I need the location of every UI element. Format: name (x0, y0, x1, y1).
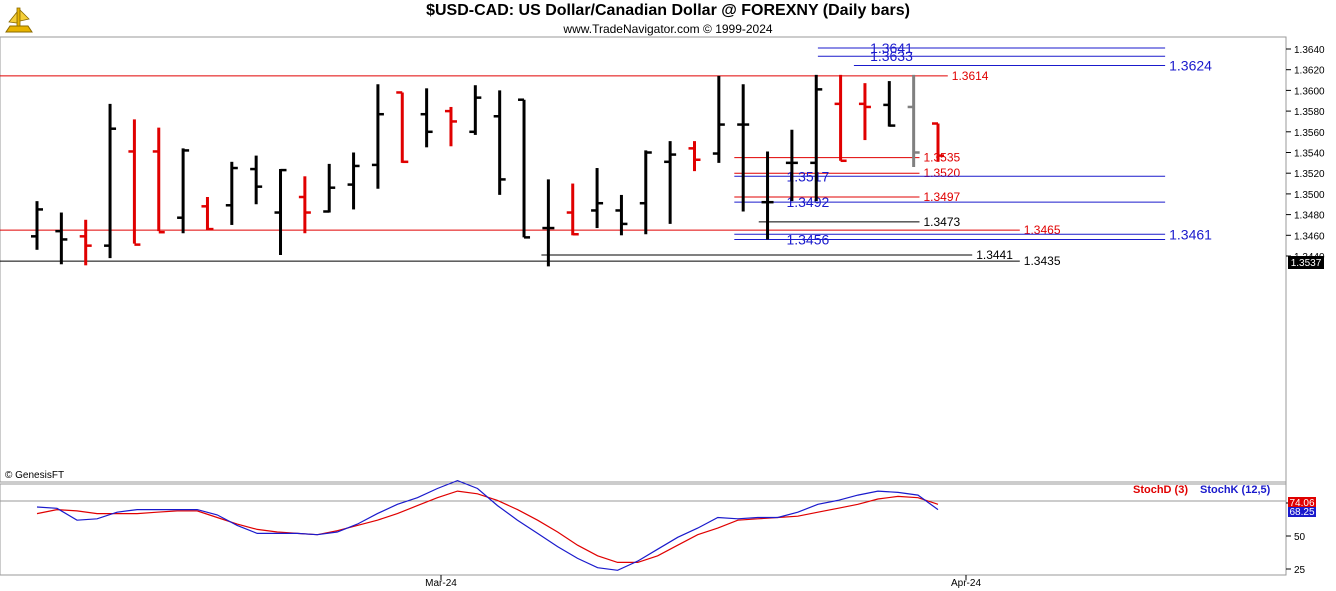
ohlc-bar (737, 84, 750, 212)
ohlc-bar (444, 106, 457, 147)
ohlc-bar (493, 90, 506, 195)
x-tick-label: Apr-24 (951, 578, 981, 589)
ohlc-bar (591, 168, 604, 229)
ohlc-bar (79, 219, 92, 266)
level-label: 1.3614 (952, 69, 989, 83)
ohlc-bar (128, 119, 141, 246)
price-panel-frame (0, 36, 1287, 483)
stochd-readout: 74.06 (1289, 498, 1314, 509)
price-tick-label: 1.3500 (1294, 190, 1325, 201)
level-label: 1.3465 (1024, 223, 1061, 237)
chart-title: $USD-CAD: US Dollar/Canadian Dollar @ FO… (426, 2, 910, 19)
ohlc-bar (518, 98, 531, 239)
ohlc-bar (469, 85, 482, 135)
stoch-panel-frame (0, 483, 1287, 576)
level-label: 1.3624 (1169, 58, 1212, 74)
ohlc-bar (542, 179, 555, 267)
ohlc-bar (810, 74, 823, 202)
ohlc-bar (932, 122, 944, 162)
price-tick-label: 1.3460 (1294, 231, 1325, 242)
ohlc-bar (55, 212, 68, 265)
watermark: © GenesisFT (5, 470, 64, 481)
legend-stochd: StochD (3) (1133, 484, 1188, 496)
ohlc-bar (566, 183, 579, 236)
level-label: 1.3517 (786, 168, 829, 184)
stochk-readout: 68.25 (1289, 507, 1314, 518)
stochk-readout-badge (1288, 507, 1316, 517)
stochd-readout-badge (1288, 497, 1316, 508)
level-label: 1.3441 (976, 248, 1013, 262)
ohlc-bar (858, 83, 871, 141)
ohlc-bar (104, 103, 117, 259)
level-label: 1.3633 (870, 48, 913, 64)
level-label: 1.3461 (1169, 226, 1212, 242)
level-label: 1.3535 (923, 151, 960, 165)
ohlc-bar (274, 168, 287, 255)
ohlc-bar (785, 129, 798, 202)
price-tick-label: 1.3580 (1294, 107, 1325, 118)
price-tick-label: 1.3520 (1294, 169, 1325, 180)
level-label: 1.3492 (786, 194, 829, 210)
ohlc-bar (371, 84, 384, 189)
x-tick-label: Mar-24 (425, 578, 457, 589)
level-label: 1.3435 (1024, 254, 1061, 268)
ohlc-bar (688, 141, 701, 172)
stochk-line (36, 479, 939, 571)
price-tick-label: 1.3560 (1294, 128, 1325, 139)
stochastic-panel: 755025 (36, 479, 1306, 576)
ohlc-bar (761, 151, 774, 240)
price-y-axis: 1.3640 1.3620 1.3600 1.3580 1.3560 1.3540 1.35… (1286, 45, 1325, 263)
ohlc-bar (152, 127, 165, 234)
price-tick-label: 1.3640 (1294, 45, 1325, 56)
ohlc-bar (298, 176, 311, 234)
stoch-tick-label: 50 (1294, 532, 1306, 543)
level-label: 1.3497 (923, 190, 960, 204)
ohlc-bar (396, 91, 409, 164)
ohlc-bar (615, 194, 628, 236)
ohlc-bar (347, 152, 360, 210)
x-axis: Mar-24 Apr-24 (425, 575, 981, 589)
ohlc-bar (225, 161, 238, 225)
last-price-label: 1.3537 (1291, 258, 1322, 269)
stochd-line (36, 490, 939, 564)
ohlc-bar (834, 74, 847, 163)
price-tick-label: 1.3620 (1294, 66, 1325, 77)
stoch-tick-label: 25 (1294, 565, 1306, 576)
price-tick-label: 1.3540 (1294, 149, 1325, 160)
legend-stochk: StochK (12,5) (1200, 484, 1271, 496)
ohlc-bar (712, 75, 725, 163)
tradenavigator-logo (2, 2, 36, 36)
level-label: 1.3520 (923, 166, 960, 180)
ohlc-bar (323, 163, 336, 213)
ohlc-bar (420, 88, 433, 148)
ohlc-bar (883, 81, 896, 127)
price-tick-label: 1.3480 (1294, 211, 1325, 222)
ohlc-bar (201, 197, 214, 231)
level-label: 1.3641 (870, 40, 913, 56)
price-bars (31, 74, 944, 267)
ohlc-bar (250, 155, 263, 205)
ohlc-bar (177, 148, 190, 234)
ohlc-bar (907, 74, 920, 167)
level-label: 1.3473 (923, 215, 960, 229)
last-price-badge (1288, 256, 1324, 269)
chart-subtitle: www.TradeNavigator.com © 1999-2024 (563, 22, 773, 36)
level-label: 1.3456 (786, 231, 829, 247)
price-tick-label: 1.3600 (1294, 86, 1325, 97)
ohlc-bar (639, 150, 652, 235)
ohlc-bar (31, 201, 43, 250)
ohlc-bar (664, 141, 677, 224)
